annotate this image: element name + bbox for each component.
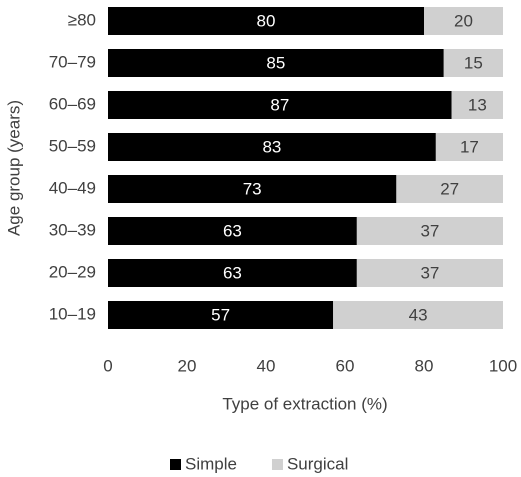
data-label: 63 (223, 263, 242, 282)
data-label: 85 (266, 53, 285, 72)
y-tick-label: 70–79 (49, 52, 96, 71)
y-tick-label: 50–59 (49, 136, 96, 155)
x-axis-title: Type of extraction (%) (222, 394, 387, 413)
bar-segment (443, 49, 503, 77)
bar-segment (356, 259, 503, 287)
bar-segment (108, 91, 452, 119)
data-label: 27 (440, 179, 459, 198)
data-label: 43 (409, 305, 428, 324)
x-tick-label: 100 (489, 356, 517, 375)
bar-segment (108, 175, 397, 203)
data-label: 17 (460, 137, 479, 156)
x-tick-label: 0 (103, 356, 112, 375)
y-tick-label: 10–19 (49, 304, 96, 323)
y-tick-label: 40–49 (49, 178, 96, 197)
y-tick-label: 20–29 (49, 262, 96, 281)
bar-segment (333, 301, 503, 329)
bar-segment (424, 7, 503, 35)
x-tick-label: 40 (257, 356, 276, 375)
x-tick-label: 20 (178, 356, 197, 375)
bar-segment (108, 7, 424, 35)
data-label: 20 (454, 11, 473, 30)
data-label: 80 (257, 11, 276, 30)
y-tick-label: 60–69 (49, 94, 96, 113)
bar-segment (108, 259, 357, 287)
data-label: 15 (464, 53, 483, 72)
bar-segment (396, 175, 503, 203)
x-tick-label: 60 (336, 356, 355, 375)
bar-segment (356, 217, 503, 245)
y-axis-title: Age group (years) (4, 100, 23, 236)
bar-segment (451, 91, 503, 119)
bar-segment (108, 133, 436, 161)
bar-segment (108, 217, 357, 245)
data-label: 57 (211, 305, 230, 324)
legend-swatch (271, 459, 283, 470)
legend-label: Surgical (287, 454, 348, 473)
data-label: 37 (420, 263, 439, 282)
data-label: 37 (420, 221, 439, 240)
y-tick-label: ≥80 (68, 10, 96, 29)
data-label: 87 (270, 95, 289, 114)
data-label: 83 (262, 137, 281, 156)
x-tick-label: 80 (415, 356, 434, 375)
bar-segment (435, 133, 503, 161)
data-label: 73 (243, 179, 262, 198)
legend-label: Simple (185, 454, 237, 473)
data-label: 13 (468, 95, 487, 114)
bar-segment (108, 301, 334, 329)
bar-segment (108, 49, 444, 77)
data-label: 63 (223, 221, 242, 240)
y-tick-label: 30–39 (49, 220, 96, 239)
legend-swatch (170, 459, 181, 470)
